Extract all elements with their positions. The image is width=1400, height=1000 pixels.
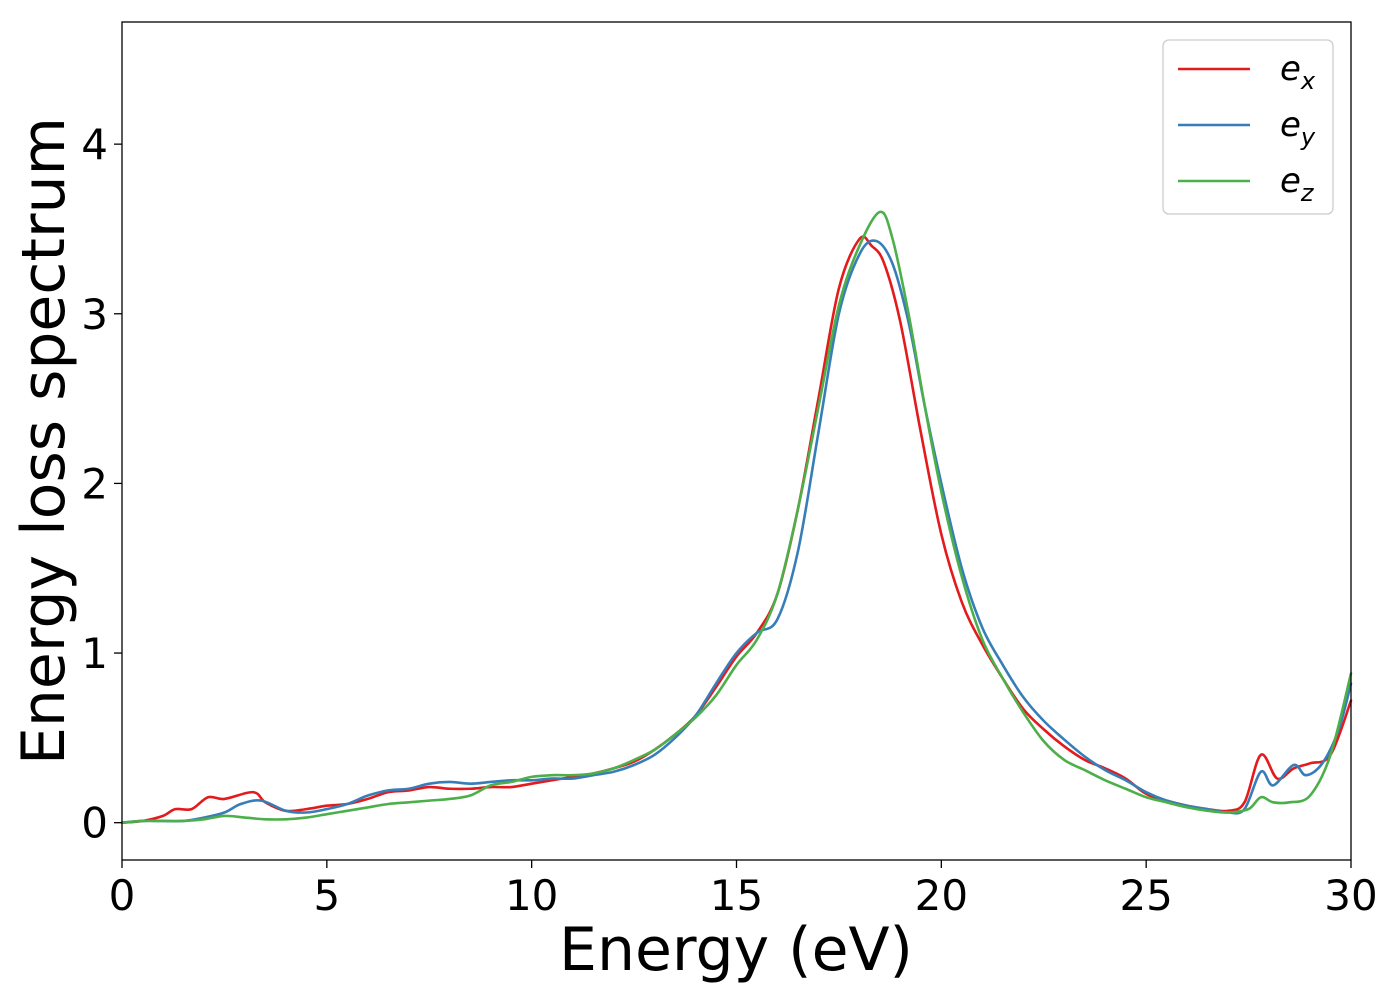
x-axis-label: Energy (eV) [559, 915, 913, 985]
y-tick-label: 4 [81, 120, 108, 169]
y-tick-label: 2 [81, 459, 108, 508]
y-tick-label: 0 [81, 799, 108, 848]
legend: ex ey ez [1162, 39, 1334, 215]
legend-box [1162, 39, 1334, 215]
legend-label-e-z: ez [1280, 161, 1315, 207]
x-tick-label: 10 [505, 871, 558, 920]
x-tick-label: 25 [1119, 871, 1172, 920]
ticks-layer: 0 5 10 15 20 25 30 0 1 2 3 4 [81, 120, 1377, 920]
series-line-e-y [120, 239, 1353, 824]
series-layer [120, 210, 1353, 824]
series-line-e-z [120, 210, 1353, 824]
x-tick-label: 0 [109, 871, 136, 920]
x-tick-label: 15 [710, 871, 763, 920]
x-tick-label: 30 [1324, 871, 1377, 920]
y-tick-label: 1 [81, 629, 108, 678]
legend-label-e-x: ex [1280, 49, 1316, 95]
series-line-e-x [120, 235, 1353, 824]
y-axis-label: Energy loss spectrum [9, 117, 79, 765]
legend-label-e-y: ey [1280, 105, 1316, 151]
x-tick-label: 20 [915, 871, 968, 920]
legend-entries: ex ey ez [1178, 49, 1316, 207]
x-tick-label: 5 [313, 871, 340, 920]
y-tick-label: 3 [81, 290, 108, 339]
